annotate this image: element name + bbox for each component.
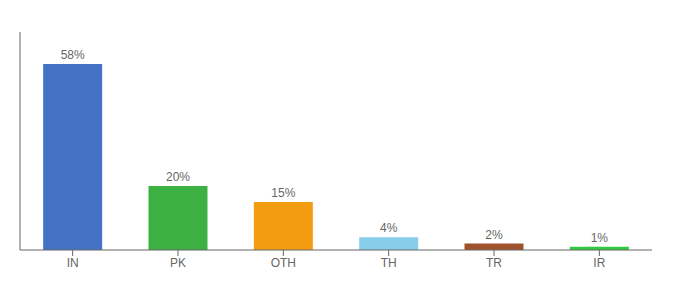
svg-text:TH: TH (381, 256, 397, 270)
svg-text:IR: IR (593, 256, 605, 270)
svg-text:4%: 4% (380, 221, 398, 235)
svg-text:1%: 1% (591, 231, 609, 245)
svg-text:20%: 20% (166, 170, 190, 184)
svg-text:58%: 58% (61, 48, 85, 62)
svg-text:PK: PK (170, 256, 186, 270)
svg-text:OTH: OTH (271, 256, 296, 270)
svg-text:TR: TR (486, 256, 502, 270)
svg-text:IN: IN (67, 256, 79, 270)
svg-text:2%: 2% (485, 228, 503, 242)
svg-text:15%: 15% (271, 186, 295, 200)
